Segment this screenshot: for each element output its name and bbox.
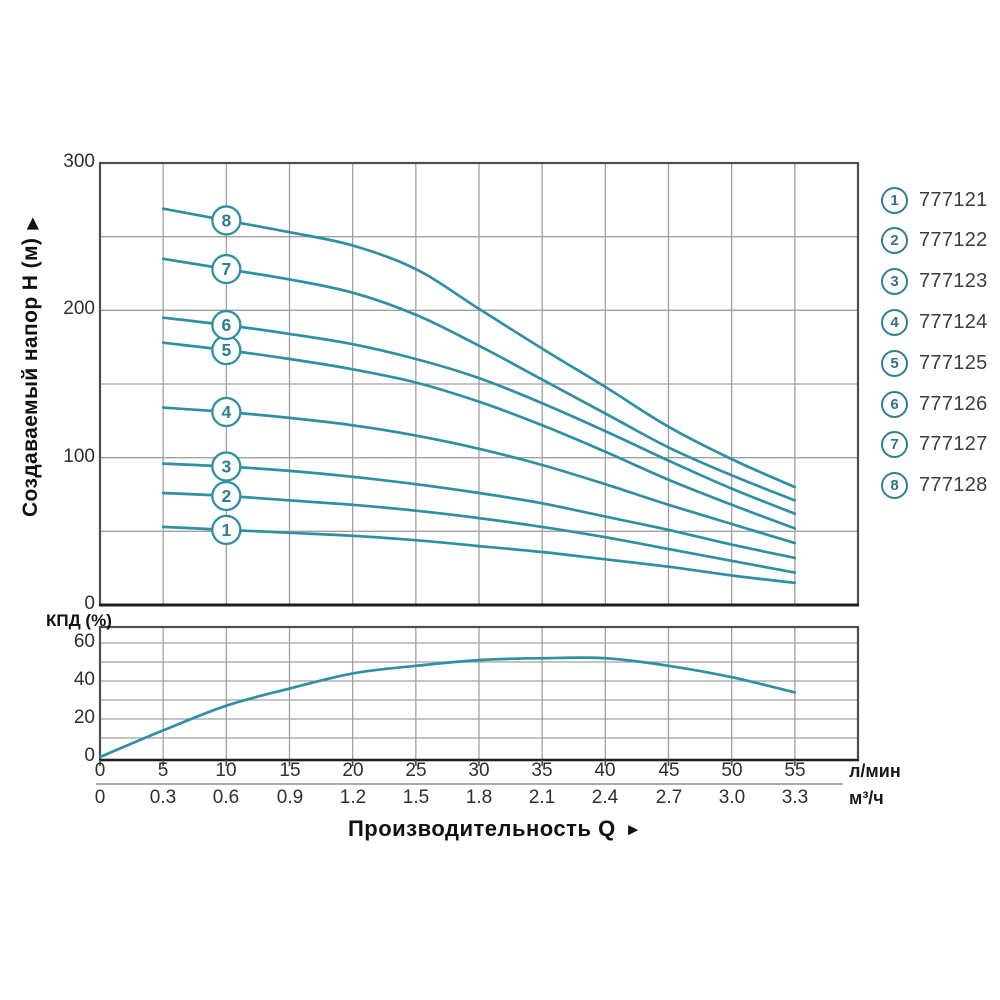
x-tick-label-lmin: 50: [721, 760, 743, 781]
y-axis-tick-label: 200: [63, 298, 95, 319]
x-tick-label-lmin: 45: [658, 760, 680, 781]
y-axis-tick-label: 100: [63, 446, 95, 467]
eff-y-tick-label: 20: [73, 707, 95, 728]
curve-badge-circle-7: [211, 253, 242, 285]
x-axis-title-text: Производительность Q: [347, 816, 616, 841]
head-curve-777125: [161, 341, 797, 530]
x-tick-label-m3h: 2.7: [655, 787, 683, 808]
legend-item-777126: 6 777126: [881, 390, 988, 418]
x-tick-label-lmin: 5: [157, 760, 169, 781]
legend-item-777123: 3 777123: [881, 268, 988, 296]
curve-badge-circle-4: [211, 396, 242, 428]
curve-badge-circle-3: [211, 451, 242, 482]
legend-index-badge: 5: [881, 349, 908, 377]
legend: 1 777121 2 777122 3 777123 4 777124 5 777125 6 7771…: [881, 0, 1000, 560]
right-arrow-icon: ►: [624, 820, 643, 839]
legend-model-number: 777121: [919, 188, 988, 211]
x-tick-label-m3h: 1.5: [402, 787, 430, 808]
head-curve-777121: [161, 525, 797, 585]
legend-model-number: 777125: [919, 351, 988, 374]
legend-item-777127: 7 777127: [881, 431, 988, 459]
x-tick-label-m3h: 0.3: [149, 787, 177, 808]
legend-item-777122: 2 777122: [881, 227, 988, 255]
curve-badge-number-8: 8: [221, 210, 231, 230]
legend-index-badge: 2: [881, 227, 908, 255]
head-curve-777128: [161, 207, 797, 489]
legend-model-number: 777128: [919, 474, 988, 497]
legend-item-777121: 1 777121: [881, 186, 988, 214]
x-tick-label-lmin: 40: [594, 760, 616, 781]
y-axis-tick-label: 300: [63, 151, 95, 172]
x-tick-label-m3h: 0: [94, 787, 106, 808]
curve-badge-number-7: 7: [221, 259, 231, 279]
up-arrow-icon: ▶: [24, 216, 41, 230]
x-tick-label-lmin: 0: [94, 760, 106, 781]
eff-y-tick-label: 60: [73, 631, 95, 652]
x-axis-title: Производительность Q ►: [100, 816, 890, 842]
curve-badge-circle-8: [211, 205, 242, 236]
legend-item-777128: 8 777128: [881, 472, 988, 500]
head-curve-777124: [161, 406, 797, 545]
legend-index-badge: 7: [881, 431, 908, 459]
x-tick-label-lmin: 35: [531, 760, 553, 781]
head-curve-777123: [161, 462, 797, 560]
x-tick-label-m3h: 1.8: [465, 787, 493, 808]
legend-item-777125: 5 777125: [881, 349, 988, 377]
flow-unit-lmin: л/мин: [849, 761, 901, 781]
head-curve-777122: [161, 491, 797, 574]
x-tick-label-m3h: 1.2: [339, 787, 367, 808]
curve-badge-number-6: 6: [221, 315, 231, 335]
x-tick-label-lmin: 10: [215, 760, 237, 781]
legend-index-badge: 4: [881, 308, 908, 336]
y-axis-title-text: Создаваемый напор H (м): [19, 237, 42, 518]
x-tick-label-m3h: 2.4: [591, 787, 619, 808]
x-tick-label-lmin: 55: [784, 760, 806, 781]
x-tick-label-m3h: 3.0: [718, 787, 746, 808]
x-tick-label-m3h: 3.3: [781, 787, 809, 808]
x-tick-label-m3h: 0.6: [212, 787, 240, 808]
x-tick-label-m3h: 0.9: [276, 787, 304, 808]
legend-index-badge: 6: [881, 390, 908, 418]
efficiency-axis-label: КПД (%): [46, 611, 112, 630]
legend-index-badge: 3: [881, 268, 908, 296]
curve-badge-number-5: 5: [221, 340, 231, 360]
x-tick-label-lmin: 25: [405, 760, 427, 781]
legend-index-badge: 1: [881, 186, 908, 214]
legend-model-number: 777124: [919, 310, 988, 333]
flow-unit-m3h: м³/ч: [849, 788, 884, 808]
y-axis-tick-label: 0: [84, 593, 95, 614]
legend-item-777124: 4 777124: [881, 308, 988, 336]
legend-model-number: 777123: [919, 270, 988, 293]
head-curve-777127: [161, 257, 797, 502]
legend-model-number: 777122: [919, 229, 988, 252]
head-curve-777126: [161, 316, 797, 516]
curve-badge-circle-6: [211, 309, 242, 341]
legend-model-number: 777126: [919, 392, 988, 415]
eff-y-tick-label: 40: [73, 669, 95, 690]
curve-badge-circle-1: [211, 514, 242, 546]
x-tick-label-m3h: 2.1: [528, 787, 556, 808]
curve-badge-number-4: 4: [221, 402, 231, 422]
curve-badge-number-3: 3: [221, 457, 231, 477]
efficiency-curve: [98, 656, 797, 759]
legend-model-number: 777127: [919, 433, 988, 456]
x-tick-label-lmin: 20: [342, 760, 364, 781]
legend-index-badge: 8: [881, 472, 908, 500]
eff-y-tick-label: 0: [84, 745, 95, 766]
curve-badge-circle-2: [211, 480, 242, 512]
curve-badge-number-2: 2: [221, 486, 231, 506]
x-tick-label-lmin: 30: [468, 760, 490, 781]
x-tick-label-lmin: 15: [279, 760, 301, 781]
curve-badge-number-1: 1: [221, 520, 231, 540]
